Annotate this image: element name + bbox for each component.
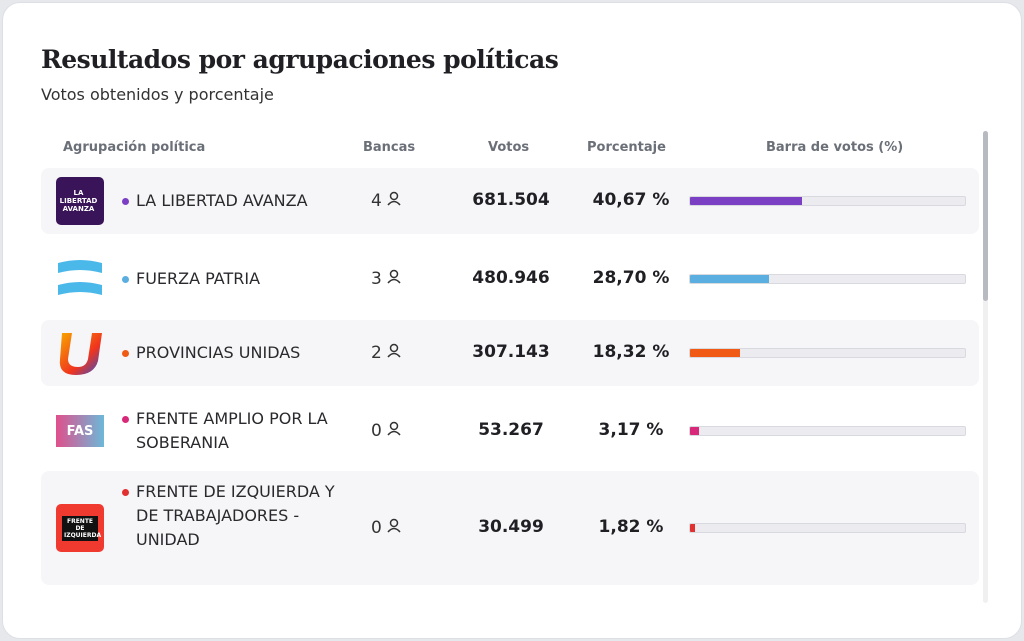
table-row[interactable]: FRENTE DE IZQUIERDA FRENTE DE IZQUIERDA … bbox=[41, 471, 979, 585]
seats-count: 4 bbox=[371, 190, 382, 211]
party-name-text: FUERZA PATRIA bbox=[136, 269, 261, 288]
table-row[interactable]: FAS FRENTE AMPLIO POR LA SOBERANIA 0 53.… bbox=[41, 398, 979, 464]
party-logo: FRENTE DE IZQUIERDA bbox=[56, 504, 104, 552]
seats: 0 bbox=[371, 517, 411, 538]
party-color-dot bbox=[122, 416, 129, 423]
party-name-text: FRENTE DE IZQUIERDA Y DE TRABAJADORES - … bbox=[136, 482, 335, 549]
percent: 40,67 % bbox=[592, 190, 670, 210]
party-name-text: LA LIBERTAD AVANZA bbox=[136, 191, 308, 210]
party-name: FUERZA PATRIA bbox=[122, 267, 336, 291]
party-name: LA LIBERTAD AVANZA bbox=[122, 189, 336, 213]
party-name-text: FRENTE AMPLIO POR LA SOBERANIA bbox=[136, 409, 328, 452]
votes: 30.499 bbox=[478, 517, 544, 537]
vote-bar-fill bbox=[690, 197, 802, 205]
votes: 480.946 bbox=[472, 268, 550, 288]
page-subtitle: Votos obtenidos y porcentaje bbox=[41, 85, 274, 104]
user-icon bbox=[386, 517, 402, 538]
party-color-dot bbox=[122, 198, 129, 205]
party-name: FRENTE DE IZQUIERDA Y DE TRABAJADORES - … bbox=[122, 480, 336, 552]
party-color-dot bbox=[122, 276, 129, 283]
user-icon bbox=[386, 190, 402, 211]
vote-bar bbox=[689, 348, 966, 358]
party-logo: LA LIBERTAD AVANZA bbox=[56, 177, 104, 225]
party-color-dot bbox=[122, 350, 129, 357]
percent: 3,17 % bbox=[598, 420, 664, 440]
vote-bar-fill bbox=[690, 524, 695, 532]
vote-bar bbox=[689, 196, 966, 206]
party-name: PROVINCIAS UNIDAS bbox=[122, 341, 336, 365]
party-name: FRENTE AMPLIO POR LA SOBERANIA bbox=[122, 407, 336, 455]
vote-bar bbox=[689, 523, 966, 533]
votes: 307.143 bbox=[472, 342, 550, 362]
scrollbar[interactable] bbox=[983, 131, 988, 603]
user-icon bbox=[386, 268, 402, 289]
party-logo: FAS bbox=[56, 407, 104, 455]
seats-count: 0 bbox=[371, 517, 382, 538]
seats: 4 bbox=[371, 190, 411, 211]
seats-count: 2 bbox=[371, 342, 382, 363]
table-row[interactable]: FUERZA PATRIA 3 480.946 28,70 % bbox=[41, 246, 979, 312]
percent: 28,70 % bbox=[592, 268, 670, 288]
party-logo bbox=[56, 329, 104, 377]
user-icon bbox=[386, 420, 402, 441]
seats: 2 bbox=[371, 342, 411, 363]
vote-bar bbox=[689, 426, 966, 436]
seats-count: 3 bbox=[371, 268, 382, 289]
party-color-dot bbox=[122, 489, 129, 496]
percent: 1,82 % bbox=[598, 517, 664, 537]
scrollbar-thumb[interactable] bbox=[983, 131, 988, 301]
percent: 18,32 % bbox=[592, 342, 670, 362]
page-title: Resultados por agrupaciones políticas bbox=[41, 45, 559, 74]
vote-bar-fill bbox=[690, 275, 769, 283]
votes: 53.267 bbox=[478, 420, 544, 440]
header-percent: Porcentaje bbox=[587, 140, 666, 155]
seats: 0 bbox=[371, 420, 411, 441]
vote-bar-fill bbox=[690, 349, 741, 357]
vote-bar bbox=[689, 274, 966, 284]
header-votes: Votos bbox=[488, 140, 530, 155]
votes: 681.504 bbox=[472, 190, 550, 210]
table-row[interactable]: PROVINCIAS UNIDAS 2 307.143 18,32 % bbox=[41, 320, 979, 386]
header-seats: Bancas bbox=[363, 140, 416, 155]
user-icon bbox=[386, 342, 402, 363]
table-row[interactable]: LA LIBERTAD AVANZA LA LIBERTAD AVANZA 4 … bbox=[41, 168, 979, 234]
header-bar: Barra de votos (%) bbox=[766, 140, 904, 155]
seats-count: 0 bbox=[371, 420, 382, 441]
party-name-text: PROVINCIAS UNIDAS bbox=[136, 343, 301, 362]
header-party: Agrupación política bbox=[63, 140, 206, 155]
seats: 3 bbox=[371, 268, 411, 289]
party-logo bbox=[56, 255, 104, 303]
vote-bar-fill bbox=[690, 427, 699, 435]
